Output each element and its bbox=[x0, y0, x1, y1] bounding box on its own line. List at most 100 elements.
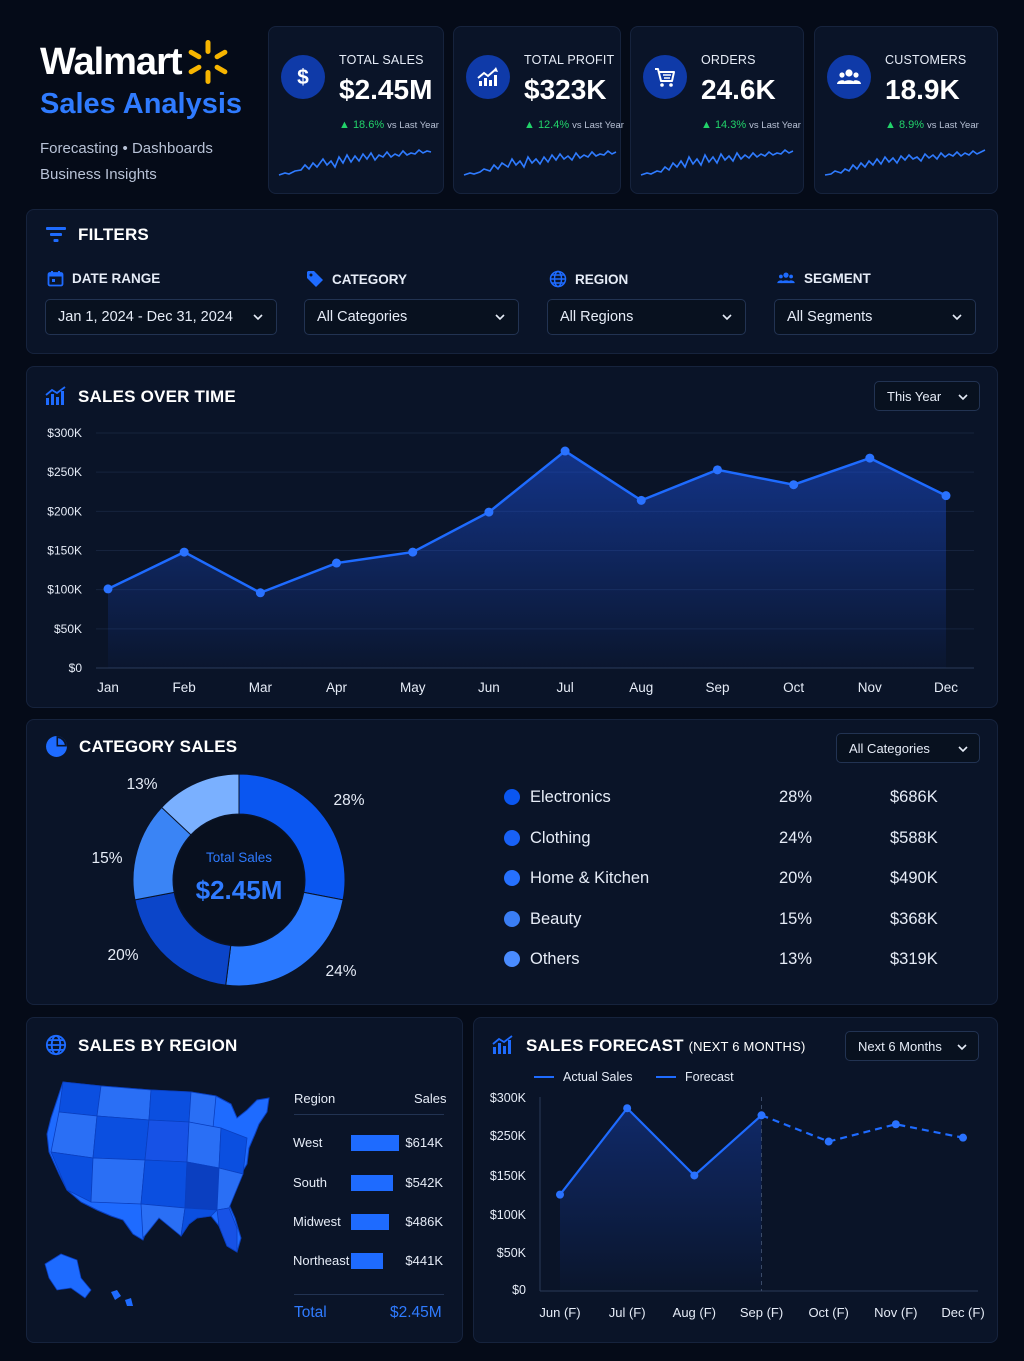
globe-icon bbox=[45, 1034, 67, 1056]
globe-icon bbox=[549, 270, 567, 288]
data-point bbox=[484, 507, 494, 517]
y-tick-label: $150K bbox=[47, 544, 82, 558]
x-tick-label: Dec (F) bbox=[941, 1305, 984, 1320]
x-tick-label: Sep bbox=[705, 680, 729, 695]
calendar-icon bbox=[47, 271, 64, 287]
category-donut-chart: 28% 24% 20% 15% 13% bbox=[91, 773, 365, 987]
region-row[interactable]: Midwest $486K bbox=[293, 1214, 443, 1230]
category-legend-row[interactable]: Clothing 24% $588K bbox=[502, 827, 952, 851]
region-row[interactable]: South $542K bbox=[293, 1175, 443, 1191]
pie-chart-icon bbox=[46, 736, 67, 757]
sparkline bbox=[463, 149, 617, 176]
region-bar bbox=[351, 1175, 394, 1191]
area-fill bbox=[560, 1108, 762, 1290]
logo-text: Walmart bbox=[40, 40, 183, 83]
region-select[interactable]: All Regions bbox=[547, 299, 746, 335]
legend-dot bbox=[504, 911, 520, 927]
slice-label: 20% bbox=[107, 947, 138, 964]
actual-point bbox=[556, 1190, 564, 1199]
sales-forecast-title: SALES FORECAST (NEXT 6 MONTHS) bbox=[526, 1036, 806, 1055]
x-tick-label: Jul (F) bbox=[609, 1305, 646, 1320]
forecast-point bbox=[959, 1133, 967, 1142]
donut-hole bbox=[174, 815, 304, 945]
chart-icon bbox=[492, 1035, 513, 1054]
data-point bbox=[941, 491, 951, 501]
category-legend-row[interactable]: Beauty 15% $368K bbox=[502, 908, 952, 932]
slice-label: 28% bbox=[333, 792, 364, 809]
x-tick-label: Nov bbox=[858, 680, 882, 695]
kpi-change: ▲ 18.6% vs Last Year bbox=[339, 119, 439, 131]
category-legend-row[interactable]: Home & Kitchen 20% $490K bbox=[502, 867, 952, 891]
region-total-label: Total bbox=[294, 1304, 327, 1321]
actual-point bbox=[690, 1171, 699, 1180]
data-point bbox=[865, 453, 875, 463]
slice-label: 15% bbox=[91, 850, 122, 867]
kpi-label: CUSTOMERS bbox=[885, 53, 967, 67]
region-bar bbox=[351, 1135, 399, 1151]
period-select[interactable]: This Year bbox=[874, 381, 980, 411]
category-select[interactable]: All Categories bbox=[304, 299, 519, 335]
x-tick-label: May bbox=[400, 680, 426, 695]
page-subtitle: Forecasting • Dashboards Business Insigh… bbox=[40, 136, 213, 188]
segment-label: SEGMENT bbox=[776, 270, 871, 286]
x-tick-label: Jul bbox=[556, 680, 573, 695]
kpi-card-customers[interactable]: CUSTOMERS 18.9K ▲ 8.9% vs Last Year bbox=[814, 26, 998, 194]
chevron-down-icon bbox=[722, 314, 732, 321]
kpi-card-orders[interactable]: ORDERS 24.6K ▲ 14.3% vs Last Year bbox=[630, 26, 804, 194]
kpi-label: TOTAL SALES bbox=[339, 53, 424, 67]
region-bar bbox=[351, 1253, 383, 1269]
category-legend-row[interactable]: Electronics 28% $686K bbox=[502, 786, 952, 810]
sparkline bbox=[278, 148, 432, 176]
actual-line bbox=[559, 1106, 763, 1196]
kpi-value: $323K bbox=[524, 74, 607, 105]
sales-by-region-panel: SALES BY REGION Region Sales Total bbox=[26, 1017, 463, 1343]
area-fill bbox=[108, 451, 946, 668]
sales-by-region-title: SALES BY REGION bbox=[78, 1036, 238, 1055]
region-row[interactable]: Northeast $441K bbox=[293, 1253, 443, 1269]
sparkline bbox=[824, 149, 986, 176]
y-tick-label: $150K bbox=[490, 1169, 527, 1183]
filter-icon bbox=[46, 227, 66, 242]
y-tick-label: $100K bbox=[490, 1208, 527, 1222]
category-filter-select[interactable]: All Categories bbox=[836, 733, 980, 763]
kpi-value: 18.9K bbox=[885, 74, 960, 105]
x-tick-label: Mar bbox=[249, 680, 273, 695]
legend-dot bbox=[504, 830, 520, 846]
y-tick-label: $300K bbox=[490, 1091, 527, 1105]
region-total-value: $2.45M bbox=[390, 1304, 442, 1321]
segment-select[interactable]: All Segments bbox=[774, 299, 976, 335]
data-point bbox=[789, 480, 799, 490]
divider bbox=[294, 1114, 444, 1115]
forecast-period-select[interactable]: Next 6 Months bbox=[845, 1031, 979, 1061]
forecast-line bbox=[761, 1114, 964, 1143]
kpi-change: ▲ 14.3% vs Last Year bbox=[701, 119, 801, 131]
region-row[interactable]: West $614K bbox=[293, 1135, 443, 1151]
x-tick-label: Apr bbox=[326, 680, 348, 695]
x-tick-label: Oct bbox=[783, 680, 804, 695]
us-map[interactable] bbox=[41, 1078, 281, 1318]
kpi-card-total-profit[interactable]: TOTAL PROFIT $323K ▲ 12.4% vs Last Year bbox=[453, 26, 624, 194]
subtitle-line-1: Forecasting • Dashboards bbox=[40, 140, 213, 157]
y-tick-label: $50K bbox=[497, 1246, 527, 1260]
x-tick-label: Dec bbox=[934, 680, 958, 695]
data-point bbox=[332, 558, 342, 568]
donut-center-label: Total Sales bbox=[205, 850, 273, 865]
category-legend-row[interactable]: Others 13% $319K bbox=[502, 948, 952, 972]
x-tick-label: Nov (F) bbox=[874, 1305, 917, 1320]
date-range-select[interactable]: Jan 1, 2024 - Dec 31, 2024 bbox=[45, 299, 277, 335]
region-label: REGION bbox=[549, 270, 628, 288]
data-point bbox=[408, 547, 418, 557]
users-icon bbox=[827, 55, 871, 99]
data-point bbox=[636, 495, 646, 505]
x-tick-label: Aug bbox=[629, 680, 653, 695]
trending-up-icon bbox=[466, 55, 510, 99]
sales-column-header: Sales bbox=[414, 1091, 447, 1106]
chevron-down-icon bbox=[957, 1044, 967, 1051]
kpi-label: ORDERS bbox=[701, 53, 756, 67]
sales-over-time-title: SALES OVER TIME bbox=[78, 387, 236, 406]
data-point bbox=[560, 446, 570, 456]
actual-point bbox=[757, 1111, 766, 1120]
kpi-card-total-sales[interactable]: $ TOTAL SALES $2.45M ▲ 18.6% vs Last Year bbox=[268, 26, 444, 194]
kpi-change: ▲ 8.9% vs Last Year bbox=[885, 119, 979, 131]
y-tick-label: $200K bbox=[47, 504, 82, 518]
